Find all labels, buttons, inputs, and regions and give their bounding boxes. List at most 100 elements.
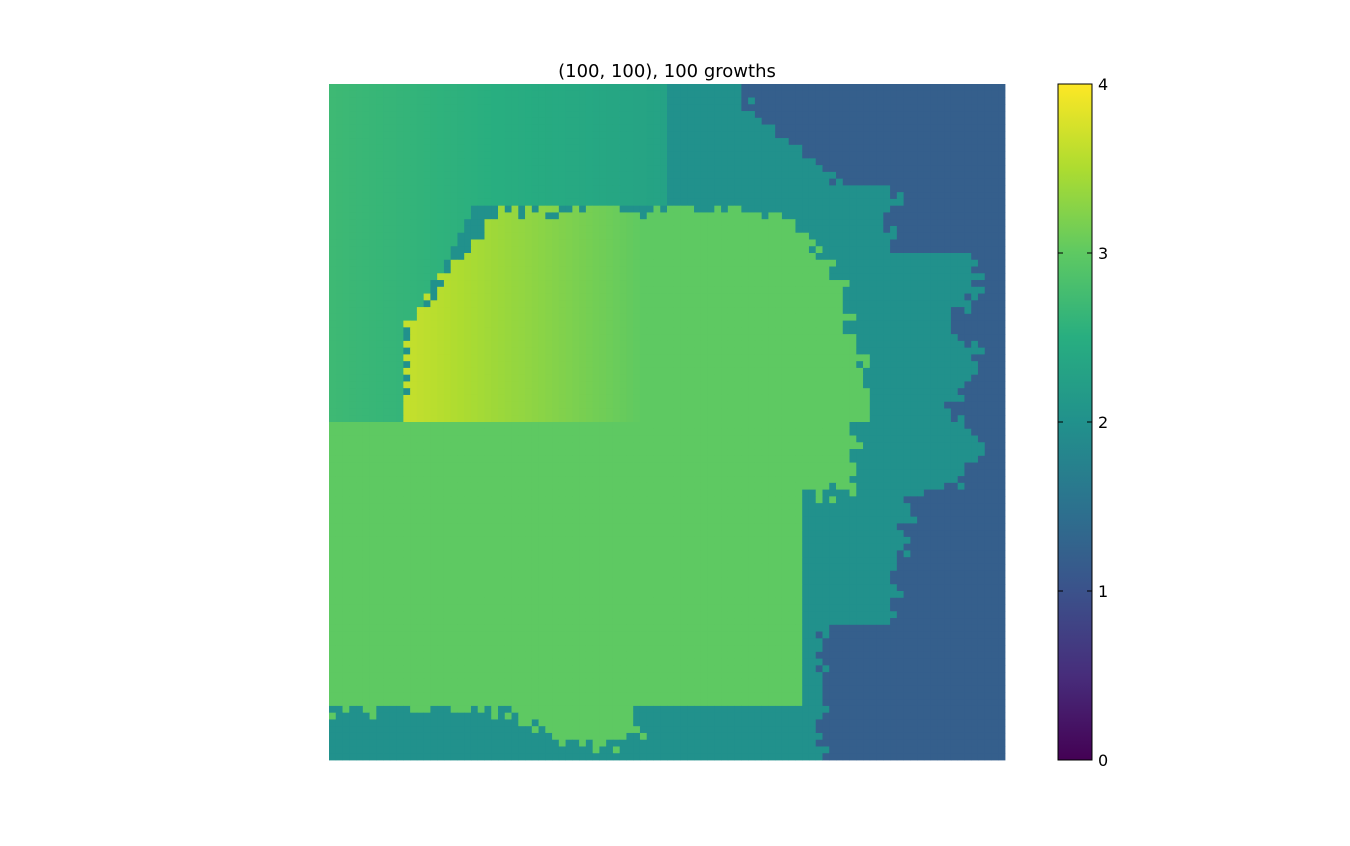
heatmap-cell [971,361,979,369]
heatmap-cell [457,327,465,335]
heatmap-cell [518,374,526,382]
heatmap-cell [612,307,621,315]
heatmap-cell [876,273,884,281]
heatmap-cell [910,111,918,119]
heatmap-cell [470,97,479,105]
heatmap-cell [356,84,364,92]
heatmap-cell [464,307,472,315]
heatmap-cell [403,198,411,207]
heatmap-cell [538,415,546,423]
heatmap-cell [734,313,742,321]
heatmap-cell [741,327,749,335]
heatmap-cell [849,286,857,294]
heatmap-cell [714,198,722,207]
heatmap-cell [356,178,364,186]
heatmap-cell [450,225,458,234]
heatmap-cell [525,293,533,301]
heatmap-cell [356,381,364,389]
heatmap-cell [741,354,749,362]
heatmap-cell [538,97,546,105]
heatmap-cell [694,266,702,274]
heatmap-cell [558,232,566,240]
heatmap-cell [775,286,783,294]
heatmap-cell [761,158,769,166]
heatmap-cell [937,131,945,139]
heatmap-cell [646,104,654,112]
heatmap-cell [565,185,573,193]
heatmap-cell [930,138,938,146]
heatmap-cell [795,293,803,301]
heatmap-cell [795,84,803,92]
heatmap-cell [856,300,864,308]
heatmap-cell [626,165,634,173]
heatmap-cell [734,253,742,261]
heatmap-cell [977,144,986,152]
heatmap-cell [653,171,661,180]
heatmap-cell [808,408,817,416]
heatmap-cell [538,320,546,328]
heatmap-cell [416,415,425,423]
heatmap-cell [903,340,911,349]
heatmap-cell [673,354,681,362]
heatmap-cell [518,246,526,254]
heatmap-cell [869,104,877,112]
heatmap-cell [910,280,918,288]
heatmap-cell [890,408,898,416]
heatmap-cell [646,354,654,362]
heatmap-cell [599,239,607,247]
heatmap-cell [491,198,499,207]
heatmap-cell [592,131,600,139]
heatmap-cell [646,347,654,355]
heatmap-cell [896,225,904,234]
heatmap-cell [396,388,404,396]
heatmap-cell [498,239,506,247]
heatmap-cell [335,280,343,288]
heatmap-cell [646,266,654,274]
heatmap-cell [734,104,742,112]
heatmap-cell [606,192,614,200]
heatmap-cell [917,198,925,207]
heatmap-cell [403,97,411,105]
heatmap-cell [565,225,573,234]
heatmap-cell [917,232,925,240]
heatmap-cell [950,239,959,247]
heatmap-cell [727,415,735,423]
heatmap-cell [612,84,621,92]
heatmap-cell [383,307,391,315]
heatmap-cell [619,225,627,234]
heatmap-cell [741,84,749,92]
heatmap-cell [910,320,918,328]
heatmap-cell [700,327,708,335]
heatmap-cell [545,84,553,92]
heatmap-cell [944,90,952,98]
heatmap-cell [619,388,627,396]
heatmap-cell [917,327,925,335]
heatmap-cell [950,394,959,403]
heatmap-cell [721,185,729,193]
heatmap-cell [876,239,884,247]
heatmap-cell [599,320,607,328]
heatmap-cell [362,111,370,119]
heatmap-cell [863,212,871,220]
heatmap-cell [470,259,479,267]
heatmap-cell [470,158,479,166]
heatmap-cell [511,111,519,119]
heatmap-cell [396,300,404,308]
heatmap-cell [876,138,884,146]
heatmap-cell [923,327,932,335]
heatmap-cell [971,198,979,207]
heatmap-cell [883,219,891,227]
heatmap-cell [748,111,756,119]
heatmap-cell [842,354,850,362]
heatmap-cell [416,111,425,119]
heatmap-cell [667,334,675,342]
heatmap-cell [653,266,661,274]
heatmap-cell [890,307,898,315]
heatmap-cell [383,97,391,105]
heatmap-cell [917,84,925,92]
heatmap-cell [558,334,566,342]
heatmap-cell [437,212,445,220]
heatmap-cell [619,124,627,132]
heatmap-cell [761,97,769,105]
heatmap [329,84,1006,761]
